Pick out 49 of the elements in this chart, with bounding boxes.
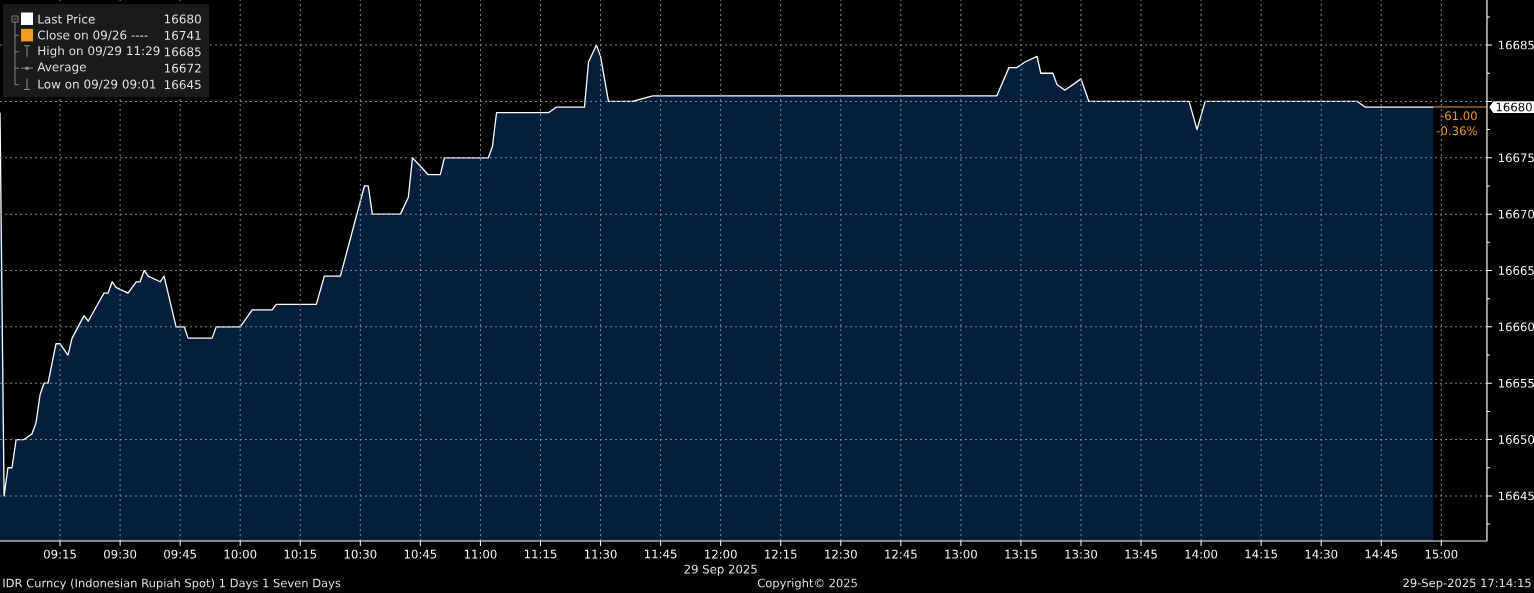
x-tick-label: 14:45 (1365, 549, 1398, 559)
annotation: 16645 (164, 80, 201, 90)
y-tick-label: 16675 (1498, 153, 1534, 163)
text: IDR Curncy (Indonesian Rupiah Spot) 1 Days 1 Seven Days (3, 578, 341, 590)
x-tick-label: 11:45 (645, 549, 677, 559)
x-tick-label: 13:00 (945, 549, 977, 559)
annotation: Average (37, 62, 86, 74)
legend-label: Last Price (38, 14, 95, 24)
x-tick-label: 12:30 (825, 549, 857, 559)
x-tick-label: 12:00 (705, 549, 737, 559)
annotation: High on 09/29 11:29 (38, 45, 160, 58)
x-tick-label: 11:30 (584, 549, 617, 559)
y-tick-label: 16650 (1498, 435, 1534, 444)
x-tick-label: 12:45 (885, 549, 917, 559)
x-tick-label: 09:45 (164, 549, 196, 559)
y-tick-label: 16665 (1498, 266, 1534, 275)
y-tick-label: 16660 (1498, 322, 1534, 332)
x-tick-label: 11:00 (464, 549, 497, 559)
x-axis-title: 29 Sep 2025 (684, 564, 757, 576)
annotation: Low on 09/29 09:01 (38, 79, 156, 90)
x-tick-label: 09:15 (43, 549, 76, 559)
x-tick-label: 14:30 (1305, 549, 1338, 559)
x-tick-label: 12:15 (765, 549, 797, 559)
y-tick-label: 16655 (1498, 378, 1534, 388)
x-tick-label: 14:15 (1245, 549, 1277, 559)
x-tick-label: 13:45 (1125, 549, 1157, 559)
x-tick-label: 10:15 (284, 549, 317, 559)
x-tick-label: 10:30 (344, 549, 377, 559)
annotation: -0.36% (1436, 126, 1478, 136)
annotation: 16672 (164, 63, 201, 73)
x-tick-label: 11:15 (524, 549, 557, 559)
text: 29-Sep-2025 17:14:15 (1403, 578, 1531, 590)
annotation: 16741 (164, 30, 201, 40)
x-tick-label: 14:00 (1185, 549, 1218, 559)
y-tick-label: 16670 (1498, 209, 1534, 219)
annotation: Close on 09/26 ---- (37, 30, 148, 41)
x-tick-label: 10:00 (224, 549, 257, 559)
x-tick-label: 10:45 (404, 549, 437, 559)
text: Copyright© 2025 (757, 578, 857, 590)
x-tick-label: 13:15 (1005, 549, 1037, 559)
y-tick-label: 16685 (1498, 40, 1534, 50)
x-tick-label: 15:00 (1425, 549, 1458, 559)
x-tick-label: 09:30 (104, 549, 137, 559)
y-tick-label: 16645 (1498, 491, 1534, 501)
annotation: 16685 (164, 47, 201, 57)
annotation: 16680 (1496, 102, 1532, 112)
annotation: 16680 (164, 14, 201, 24)
annotation: -61.00 (1440, 111, 1477, 121)
x-tick-label: 13:30 (1065, 549, 1098, 559)
